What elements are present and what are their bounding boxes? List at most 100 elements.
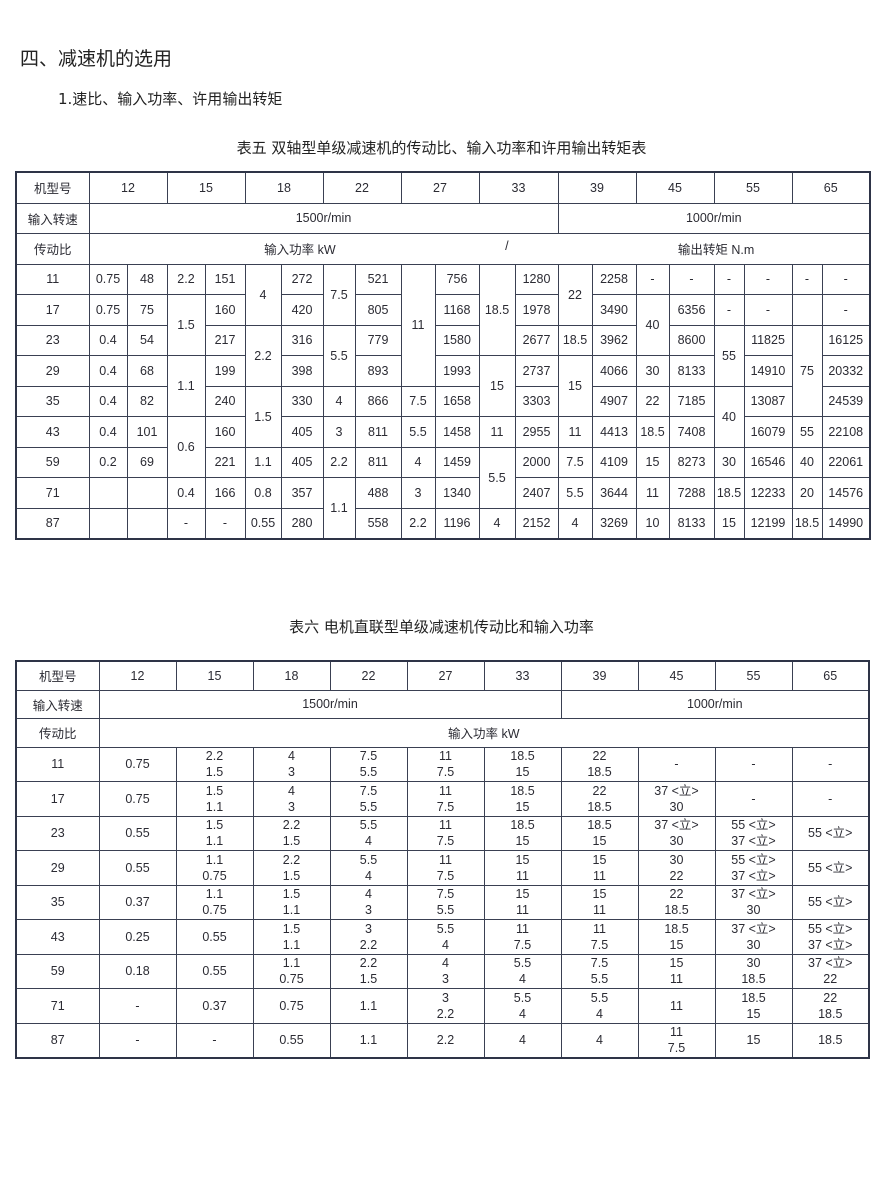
table-cell: 10 — [635, 507, 670, 540]
table-cell: 2.2 — [322, 446, 356, 478]
table-cell: 18.5 — [791, 507, 823, 540]
table-cell: 18.5 15 — [637, 919, 716, 955]
table-cell: 55 <立> 37 <立> — [714, 815, 793, 851]
table-row: 11 0.75 48 2.2 151 4 272 7.5 521 11 756 18.5 1280 22 2… — [15, 263, 871, 387]
table-cell: 7185 — [668, 385, 715, 417]
table-cell: 2955 — [514, 416, 559, 448]
ratio-cell: 59 — [15, 953, 100, 989]
table-cell: 20332 — [821, 355, 871, 387]
torque-unit-label: 输出转矩 N.m — [677, 243, 755, 258]
table-cell: 40 — [713, 385, 745, 448]
ratio-cell: 59 — [15, 446, 90, 478]
separator: / — [505, 239, 509, 254]
table-cell: 5.5 — [557, 477, 593, 509]
table-cell: 18.5 — [791, 1022, 870, 1059]
table-cell: 7408 — [668, 416, 715, 448]
table-cell: 3 — [322, 416, 356, 448]
table-cell: 13087 — [743, 385, 793, 417]
table-cell: 7.5 — [400, 385, 436, 417]
table-cell: 55 <立> — [791, 850, 870, 886]
table-cell: 0.4 — [166, 477, 206, 509]
table-cell: 7.5 — [322, 263, 356, 326]
table-cell: 1978 — [514, 294, 559, 326]
table-cell: 12233 — [743, 477, 793, 509]
table-cell: 15 — [557, 355, 593, 417]
table-cell: - — [635, 263, 670, 295]
table-cell: 1.1 — [166, 355, 206, 417]
table-cell: 893 — [354, 355, 402, 387]
table-cell: 1580 — [434, 324, 480, 356]
table5-caption: 表五 双轴型单级减速机的传动比、输入功率和许用输出转矩表 — [236, 139, 647, 157]
table-cell: 8133 — [668, 507, 715, 540]
table-cell: 0.8 — [244, 477, 282, 509]
ratio-cell: 11 — [15, 746, 100, 782]
table-row: 71 0.4 166 0.8 357 1.1 488 3 1340 2407 5.5 3644 11 72… — [15, 477, 871, 540]
ratio-cell: 87 — [15, 1022, 100, 1059]
table-cell: 18.5 — [478, 263, 516, 356]
table-cell: 8273 — [668, 446, 715, 478]
table-cell — [126, 477, 168, 509]
header-row-ratio: 传动比 输入功率 kW / 输出转矩 N.m — [15, 233, 871, 265]
table-cell: 15 — [635, 446, 670, 478]
table-cell: 420 — [280, 294, 324, 326]
table-cell: 7.5 5.5 — [560, 953, 639, 989]
table-cell: 18.5 — [635, 416, 670, 448]
model-header: 39 — [557, 171, 637, 204]
table-cell: 0.18 — [98, 953, 177, 989]
table-cell: 0.37 — [98, 884, 177, 920]
ratio-cell: 29 — [15, 850, 100, 886]
table-cell: 779 — [354, 324, 402, 356]
table-cell: 1196 — [434, 507, 480, 540]
table-cell: 0.55 — [252, 1022, 331, 1059]
table-cell: 1.5 1.1 — [252, 919, 331, 955]
model-header: 65 — [791, 171, 871, 204]
table-cell: 22108 — [821, 416, 871, 448]
table-cell: 2000 — [514, 446, 559, 478]
table-cell: 0.55 — [175, 919, 254, 955]
table-cell: - — [743, 263, 793, 295]
table-cell: 0.37 — [175, 988, 254, 1024]
ratio-cell: 35 — [15, 884, 100, 920]
table-cell: 4 3 — [252, 746, 331, 782]
table-cell: 3 2.2 — [406, 988, 485, 1024]
table-cell: 82 — [126, 385, 168, 417]
table-cell: 0.6 — [166, 416, 206, 478]
table-cell: 280 — [280, 507, 324, 540]
table-cell: 5.5 4 — [560, 988, 639, 1024]
header-row-speed: 输入转速 1500r/min 1000r/min — [15, 689, 870, 719]
table-cell: 2.2 — [406, 1022, 485, 1059]
table-cell: 217 — [204, 324, 246, 356]
table-cell: 3962 — [591, 324, 637, 356]
table-cell: 18.5 15 — [560, 815, 639, 851]
table-cell: 521 — [354, 263, 402, 295]
table-cell: 1658 — [434, 385, 480, 417]
table-cell: 30 — [635, 355, 670, 387]
table-cell: 4 — [557, 507, 593, 540]
table-row: 59 0.18 0.55 1.1 0.75 2.2 1.5 4 3 5.5 4 7.5 5.5… — [15, 953, 870, 989]
table-cell: 488 — [354, 477, 402, 509]
table-cell: 5.5 4 — [406, 919, 485, 955]
table-row: 43 0.4 101 0.6 160 405 3 811 5.5 1458 11 2955 11 4413… — [15, 416, 871, 478]
model-header: 27 — [400, 171, 480, 204]
table-cell: - — [668, 263, 715, 295]
table-cell: - — [821, 294, 871, 326]
table-row: 17 0.75 75 1.5 160 420 805 1168 1978 3490 40 6356- -… — [15, 294, 871, 356]
table-cell: 4109 — [591, 446, 637, 478]
header-row-model: 机型号 12 15 18 22 27 33 39 45 55 65 — [15, 171, 871, 204]
model-header: 18 — [252, 660, 331, 691]
table-cell: 1.5 1.1 — [175, 781, 254, 817]
table-cell: 0.2 — [88, 446, 128, 478]
table-cell: 1.5 1.1 — [252, 884, 331, 920]
table-cell: 11 7.5 — [406, 781, 485, 817]
table-cell: 166 — [204, 477, 246, 509]
table-cell: - — [714, 746, 793, 782]
table-cell: 0.75 — [98, 746, 177, 782]
table-cell: 160 — [204, 416, 246, 448]
table-cell: 0.75 — [88, 263, 128, 295]
table-cell: 558 — [354, 507, 402, 540]
table-cell: 5.5 4 — [329, 850, 408, 886]
table-row: 87- -0.55 280 558 2.2 1196 4 2152 4 3269 10 8133 15 1… — [15, 507, 871, 540]
speed-label: 输入转速 — [15, 202, 90, 234]
table-cell: 37 <立> 30 — [637, 815, 716, 851]
table-cell: 756 — [434, 263, 480, 295]
